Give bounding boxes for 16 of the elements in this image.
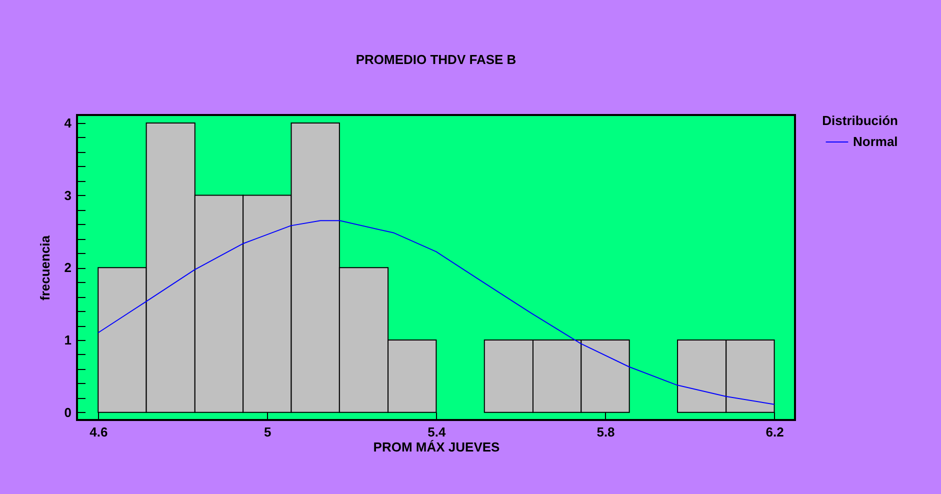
y-tick-label: 3 bbox=[64, 188, 72, 203]
line-series bbox=[98, 220, 775, 405]
y-tick-label: 0 bbox=[64, 404, 72, 420]
legend-label: Normal bbox=[853, 134, 898, 149]
x-axis-title: PROM MÁX JUEVES bbox=[373, 440, 500, 454]
y-tick-label: 2 bbox=[64, 260, 72, 276]
x-tick-label: 5.8 bbox=[596, 424, 615, 440]
x-tick-label: 4.6 bbox=[90, 424, 108, 440]
x-tick-label: 5 bbox=[264, 424, 272, 440]
x-tick-label: 5.4 bbox=[428, 424, 447, 440]
y-tick-label: 1 bbox=[64, 332, 72, 348]
legend-title: Distribución bbox=[822, 113, 898, 128]
y-axis-title: frecuencia bbox=[37, 234, 52, 301]
y-tick-label: 4 bbox=[64, 115, 72, 130]
x-tick-label: 6.2 bbox=[766, 424, 784, 440]
chart-title: PROMEDIO THDV FASE B bbox=[356, 52, 516, 67]
